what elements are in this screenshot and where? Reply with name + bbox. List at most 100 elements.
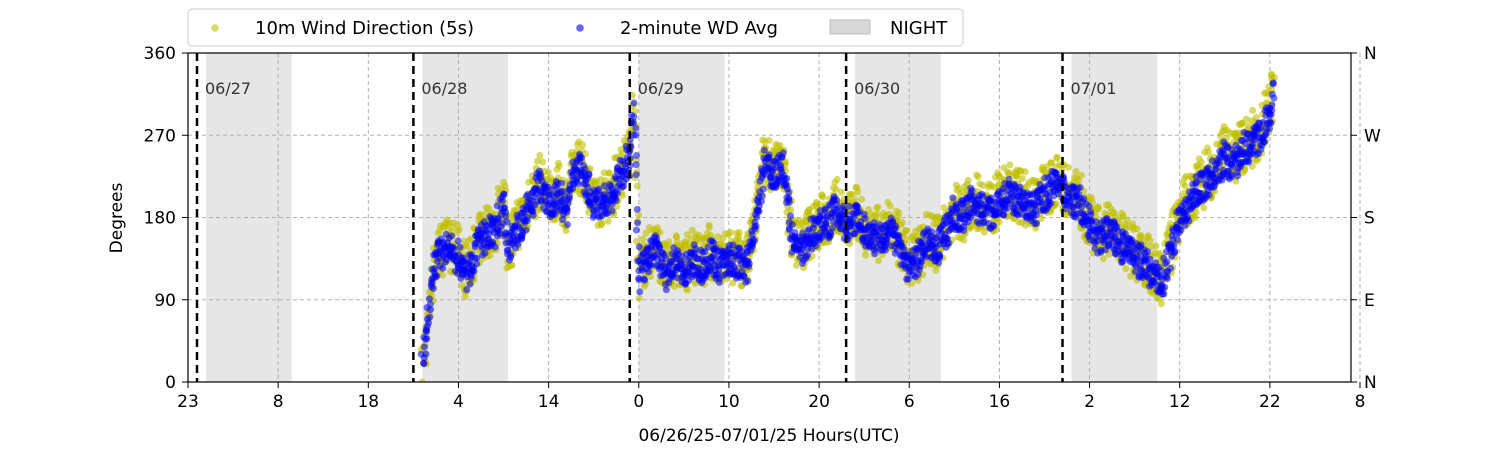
data-point (979, 181, 987, 189)
data-point (448, 232, 455, 240)
data-point (995, 218, 1003, 226)
data-point (600, 182, 608, 190)
data-point (662, 286, 670, 294)
data-point (1244, 157, 1252, 165)
data-point (736, 229, 743, 236)
data-point (422, 350, 430, 358)
data-point (1228, 173, 1236, 181)
data-point (765, 136, 773, 144)
data-point (635, 294, 643, 302)
data-point (917, 258, 925, 266)
data-point (1123, 217, 1131, 224)
data-point (1005, 175, 1013, 183)
data-point (980, 209, 988, 217)
data-point (787, 206, 795, 214)
data-point (1000, 211, 1008, 219)
data-point (429, 285, 437, 292)
data-point (875, 257, 883, 265)
data-point (1177, 226, 1185, 234)
data-point (1077, 171, 1085, 179)
data-point (1032, 211, 1040, 219)
data-point (426, 300, 434, 308)
data-point (1047, 199, 1055, 207)
data-point (1268, 101, 1276, 109)
data-point (748, 243, 756, 251)
data-point (904, 275, 912, 283)
data-point (785, 198, 793, 206)
data-point (473, 260, 481, 268)
data-point (1119, 258, 1127, 265)
data-point (605, 169, 613, 177)
data-point (977, 200, 985, 208)
data-point (1257, 124, 1265, 132)
data-point (804, 251, 812, 259)
data-point (533, 157, 541, 165)
data-point (500, 190, 508, 198)
data-point (1033, 219, 1040, 227)
data-point (574, 180, 582, 188)
data-point (779, 149, 787, 157)
data-point (555, 162, 563, 170)
data-point (635, 243, 643, 251)
data-point (711, 256, 719, 264)
data-point (1092, 218, 1100, 226)
y-tick-label: 360 (144, 44, 176, 64)
data-point (580, 162, 588, 169)
data-point (1267, 111, 1275, 119)
y-axis-title: Degrees (107, 182, 127, 253)
data-point (635, 211, 643, 219)
data-point (626, 161, 634, 169)
data-point (501, 204, 508, 212)
data-point (1243, 115, 1250, 123)
data-point (1249, 106, 1257, 114)
data-point (871, 250, 879, 258)
data-points (417, 70, 1278, 382)
data-point (1095, 205, 1102, 213)
data-point (529, 207, 537, 215)
data-point (1161, 283, 1169, 291)
data-point (759, 185, 767, 193)
data-point (636, 288, 644, 296)
y-tick-label: 0 (165, 373, 176, 393)
data-point (902, 227, 910, 234)
x-tick-label: 23 (177, 392, 199, 412)
legend-box (187, 8, 964, 47)
data-point (894, 213, 902, 221)
data-point (1021, 168, 1029, 176)
x-tick-label: 10 (718, 392, 740, 412)
data-point (854, 188, 862, 196)
data-point (585, 170, 593, 178)
data-point (874, 203, 882, 211)
data-point (418, 378, 426, 382)
data-point (980, 228, 988, 236)
data-point (1144, 248, 1152, 256)
data-point (491, 243, 499, 251)
data-point (818, 233, 826, 241)
data-point (1204, 144, 1211, 152)
y-tick-label: 180 (144, 209, 176, 229)
data-point (632, 161, 640, 169)
data-point (1080, 195, 1088, 203)
data-point (495, 230, 503, 238)
data-point (895, 232, 903, 240)
data-point (903, 236, 910, 244)
data-point (936, 252, 944, 260)
y2-tick-label: W (1364, 126, 1381, 146)
data-point (641, 276, 648, 284)
data-point (949, 194, 957, 202)
data-point (428, 278, 436, 286)
data-point (463, 286, 471, 294)
y2-axis-ticks: N E S W N (1351, 44, 1381, 393)
data-point (524, 217, 531, 224)
data-point (503, 218, 511, 226)
day-marker-label-0: 06/27 (205, 79, 251, 98)
data-point (1197, 159, 1205, 166)
data-point (1171, 247, 1179, 255)
y-axis-ticks: 0 90 180 270 360 (144, 44, 188, 393)
data-point (1260, 138, 1268, 146)
data-point (729, 279, 737, 287)
data-point (565, 193, 573, 201)
data-point (1157, 300, 1165, 308)
y2-tick-label: S (1364, 209, 1375, 229)
